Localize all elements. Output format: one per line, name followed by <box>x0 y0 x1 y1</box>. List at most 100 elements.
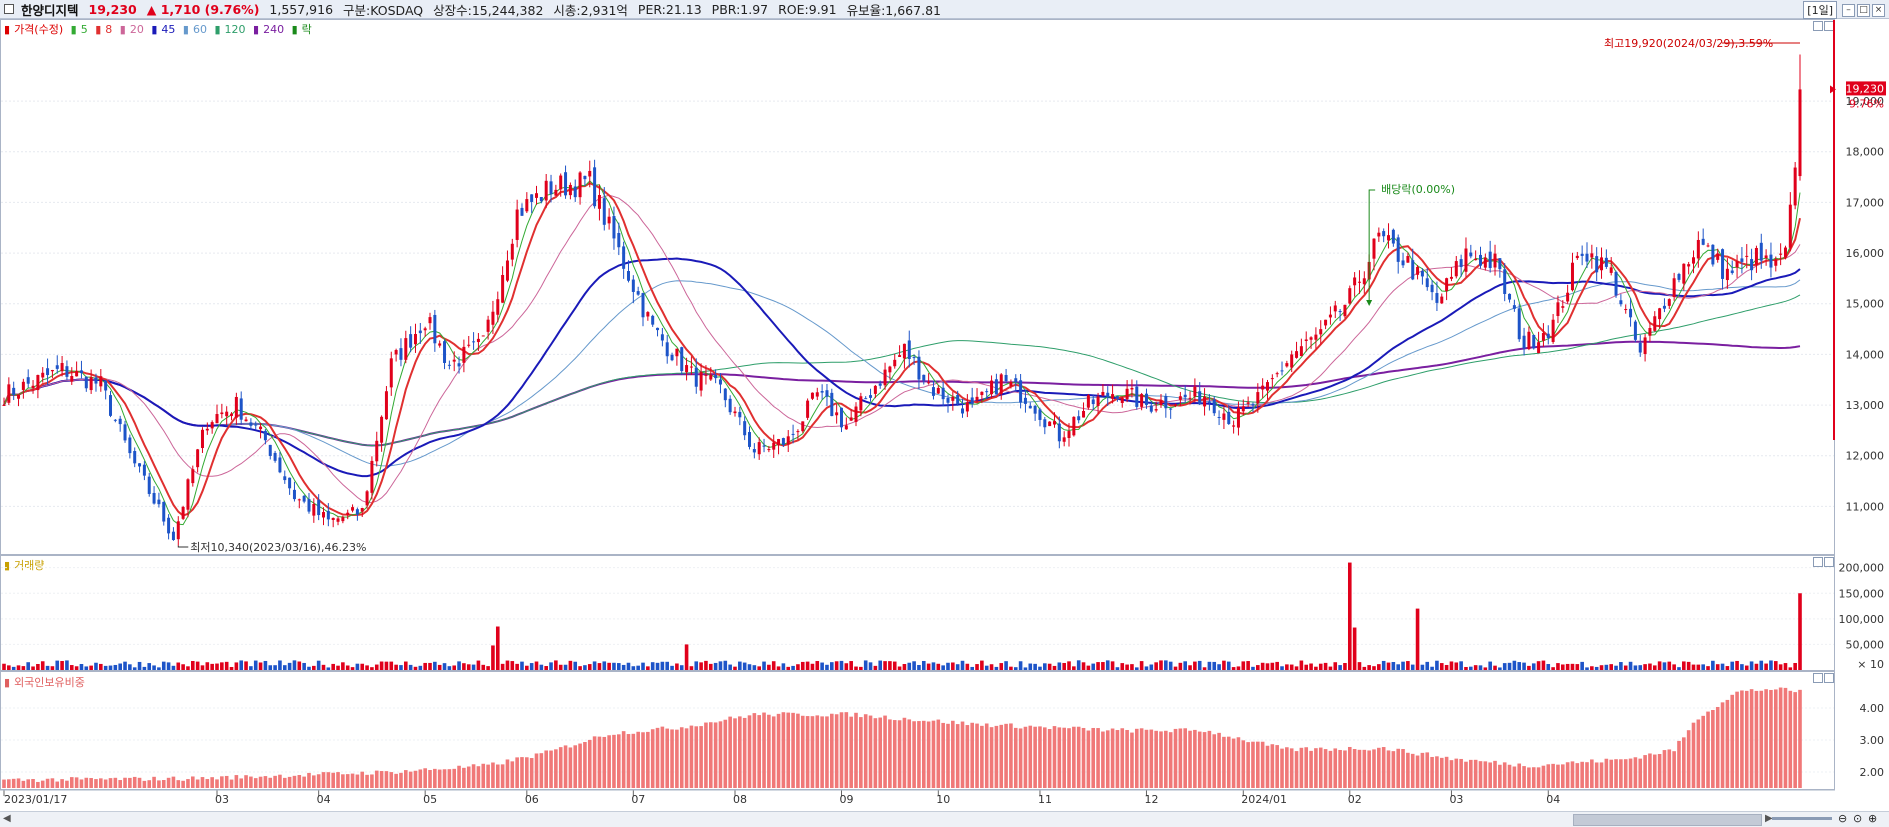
panel-maximize-icon[interactable] <box>1813 21 1823 31</box>
foreign-bar <box>1517 763 1522 788</box>
candle-body <box>210 422 214 429</box>
panel-maximize-icon[interactable] <box>1813 673 1823 683</box>
volume-bar <box>1260 662 1265 670</box>
legend-ma60[interactable]: 60 <box>192 23 207 36</box>
volume-bar <box>1585 667 1589 670</box>
candle-body <box>564 172 568 196</box>
volume-bar <box>476 660 481 670</box>
panel-close-icon[interactable] <box>1824 557 1834 567</box>
foreign-bar <box>544 750 548 788</box>
foreign-bar <box>1149 729 1154 788</box>
foreign-bar <box>1076 726 1081 788</box>
scroll-left-icon[interactable]: ◀ <box>3 813 11 824</box>
volume-bar <box>975 664 979 670</box>
candle-body <box>1333 305 1337 312</box>
candle-body <box>104 380 108 391</box>
volume-bar <box>60 661 64 670</box>
zoom-out-icon[interactable]: ⊖ <box>1838 812 1848 825</box>
volume-bar <box>747 664 752 670</box>
volume-bar <box>1125 664 1129 670</box>
volume-bar <box>1052 665 1057 670</box>
volume-bar <box>1072 666 1076 670</box>
volume-bar <box>297 661 302 670</box>
zoom-slider[interactable] <box>1772 817 1832 820</box>
zoom-reset-icon[interactable]: ⊙ <box>1853 812 1863 825</box>
candle-body <box>186 479 190 510</box>
scroll-thumb[interactable] <box>1573 814 1762 826</box>
foreign-bar <box>558 747 563 788</box>
stock-name[interactable]: 한양디지텍 <box>21 2 79 18</box>
foreign-bar <box>389 772 394 788</box>
legend-ma5[interactable]: 5 <box>80 23 88 36</box>
candle-body <box>1295 351 1299 358</box>
candle-body <box>1096 396 1100 406</box>
volume-bar <box>1101 662 1105 670</box>
x-tick-label: 03 <box>1449 793 1463 806</box>
price-tick-label: 17,000 <box>1846 196 1885 209</box>
volume-bar <box>1609 664 1614 670</box>
close-icon[interactable]: × <box>1872 3 1885 17</box>
foreign-bar <box>282 777 287 788</box>
legend-ma8[interactable]: 8 <box>105 23 113 36</box>
volume-bar <box>399 665 403 670</box>
foreign-bar <box>1134 728 1139 788</box>
foreign-bar <box>1343 750 1347 788</box>
volume-bar <box>617 663 621 670</box>
volume-bar <box>534 661 539 670</box>
legend-ex-dividend[interactable]: 락 <box>301 23 312 36</box>
candle-body <box>946 397 950 403</box>
volume-bar <box>1599 665 1604 670</box>
volume-bar <box>573 661 578 670</box>
foreign-bar <box>1202 732 1207 788</box>
volume-bar <box>123 661 127 670</box>
candle-body <box>1551 319 1555 342</box>
minimize-icon[interactable]: – <box>1842 3 1855 17</box>
foreign-bar <box>529 758 534 788</box>
volume-bar <box>650 662 655 670</box>
foreign-bar <box>738 716 742 788</box>
candle-body <box>1014 378 1018 382</box>
maximize-icon[interactable]: □ <box>1857 3 1870 17</box>
zoom-in-icon[interactable]: ⊕ <box>1868 812 1878 825</box>
legend-ma45[interactable]: 45 <box>161 23 176 36</box>
foreign-bar <box>1367 750 1371 788</box>
volume-bar <box>1105 660 1110 670</box>
volume-bar <box>1217 664 1221 670</box>
legend-price[interactable]: 가격(수정) <box>14 23 64 36</box>
volume-bar <box>1551 667 1555 670</box>
foreign-bar <box>1139 728 1144 788</box>
candle-body <box>259 426 263 430</box>
legend-ma240[interactable]: 240 <box>263 23 285 36</box>
foreign-bar <box>1744 690 1749 788</box>
foreign-bar <box>297 775 302 788</box>
foreign-bar <box>1386 750 1391 788</box>
volume-bar <box>466 664 471 670</box>
volume-bar <box>1347 562 1352 670</box>
period-button[interactable]: [1일] <box>1803 1 1837 19</box>
panel-maximize-icon[interactable] <box>1813 557 1823 567</box>
volume-bar <box>1159 660 1163 670</box>
foreign-bar <box>1560 764 1565 788</box>
legend-volume[interactable]: 거래량 <box>14 559 45 572</box>
volume-bar <box>442 663 447 670</box>
volume-bar <box>1522 662 1526 670</box>
foreign-bar <box>1183 728 1187 788</box>
candle-body <box>1028 405 1032 409</box>
panel-close-icon[interactable] <box>1824 673 1834 683</box>
foreign-bar <box>515 757 519 788</box>
foreign-bar <box>917 721 921 788</box>
candle-body <box>1193 386 1197 397</box>
volume-bar <box>1652 665 1657 670</box>
volume-bar <box>113 664 118 670</box>
foreign-bar <box>892 720 897 788</box>
volume-bar <box>302 662 306 670</box>
legend-ma20[interactable]: 20 <box>129 23 144 36</box>
legend-ma120[interactable]: 120 <box>224 23 246 36</box>
legend-foreign[interactable]: 외국인보유비중 <box>14 676 85 689</box>
horizontal-scrollbar[interactable]: ◀ ▶ ⊖ ⊙ ⊕ <box>0 811 1889 827</box>
volume-panel[interactable] <box>0 555 1835 671</box>
scroll-right-icon[interactable]: ▶ <box>1765 813 1773 824</box>
candle-body <box>1493 253 1497 268</box>
window-menu-icon[interactable] <box>4 4 14 14</box>
